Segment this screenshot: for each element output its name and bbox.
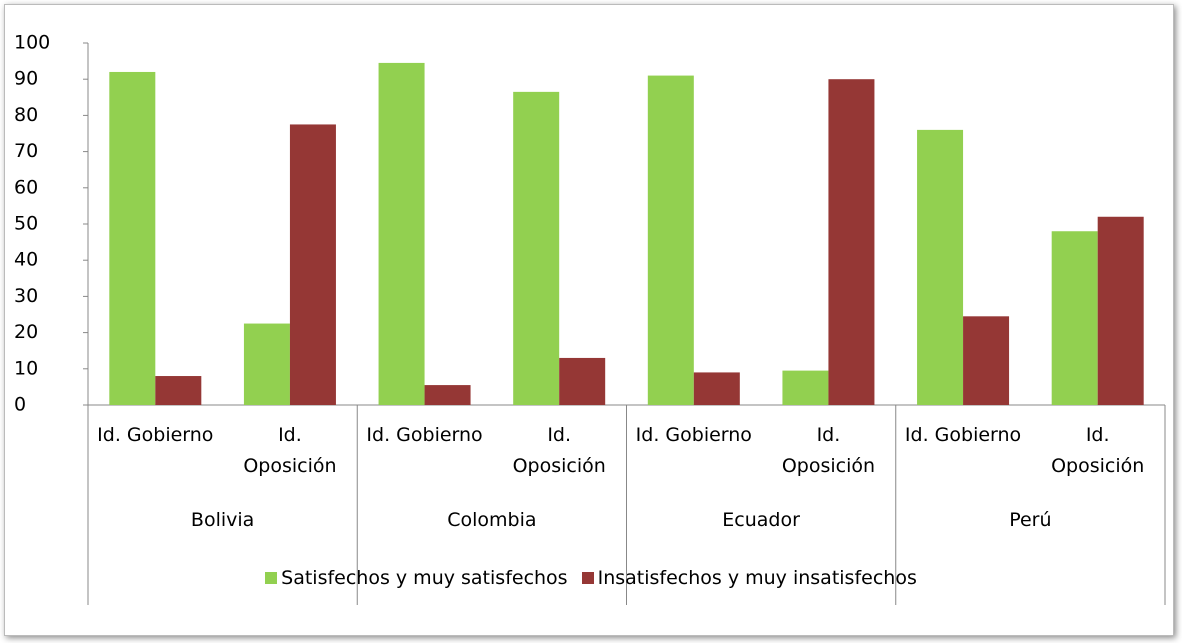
- bar: [155, 376, 202, 405]
- bar: [424, 385, 471, 405]
- bar: [513, 91, 560, 406]
- y-tick-label: 100: [14, 32, 50, 54]
- bar: [378, 62, 425, 405]
- legend-item: Insatisfechos y muy insatisfechos: [581, 567, 917, 589]
- bar: [109, 71, 156, 406]
- x-tick-label: Id. Oposición: [512, 424, 606, 477]
- x-tick-label: Id. Gobierno: [97, 424, 214, 446]
- legend: Satisfechos y muy satisfechos Insatisfech…: [0, 567, 1182, 589]
- bar: [559, 357, 606, 405]
- bar: [782, 370, 829, 405]
- y-tick-label: 20: [14, 321, 38, 343]
- y-tick-label: 70: [14, 140, 38, 162]
- y-tick-label: 30: [14, 285, 38, 307]
- x-tick-label: Id. Gobierno: [904, 424, 1022, 446]
- legend-label: Insatisfechos y muy insatisfechos: [597, 567, 917, 589]
- bar: [828, 79, 875, 405]
- legend-swatch: [265, 572, 278, 584]
- y-tick-label: 50: [14, 213, 38, 235]
- bar: [693, 372, 740, 405]
- y-tick-label: 90: [14, 68, 38, 90]
- bar: [917, 129, 964, 405]
- group-label: Perú: [1009, 509, 1052, 531]
- bar: [963, 316, 1010, 405]
- bar: [289, 124, 336, 405]
- y-tick-label: 80: [14, 104, 38, 126]
- group-label: Colombia: [447, 509, 537, 531]
- x-tick-label: Id. Oposición: [1051, 424, 1145, 477]
- group-label: Ecuador: [722, 509, 800, 531]
- x-tick-label: Id. Oposición: [243, 424, 337, 477]
- y-tick-label: 60: [14, 176, 38, 198]
- bar: [243, 323, 290, 405]
- group-label: Bolivia: [190, 509, 255, 531]
- bar: [647, 75, 694, 405]
- legend-label: Satisfechos y muy satisfechos: [281, 567, 568, 589]
- x-tick-label: Id. Gobierno: [366, 424, 483, 446]
- legend-item: Satisfechos y muy satisfechos: [265, 567, 568, 589]
- bar: [1097, 216, 1144, 405]
- y-tick-label: 10: [14, 357, 38, 379]
- bar: [1051, 231, 1098, 405]
- x-tick-label: Id. Gobierno: [635, 424, 752, 446]
- y-tick-label: 0: [14, 394, 26, 416]
- legend-swatch: [581, 572, 594, 584]
- x-tick-label: Id. Oposición: [781, 424, 876, 477]
- y-tick-label: 40: [14, 249, 38, 271]
